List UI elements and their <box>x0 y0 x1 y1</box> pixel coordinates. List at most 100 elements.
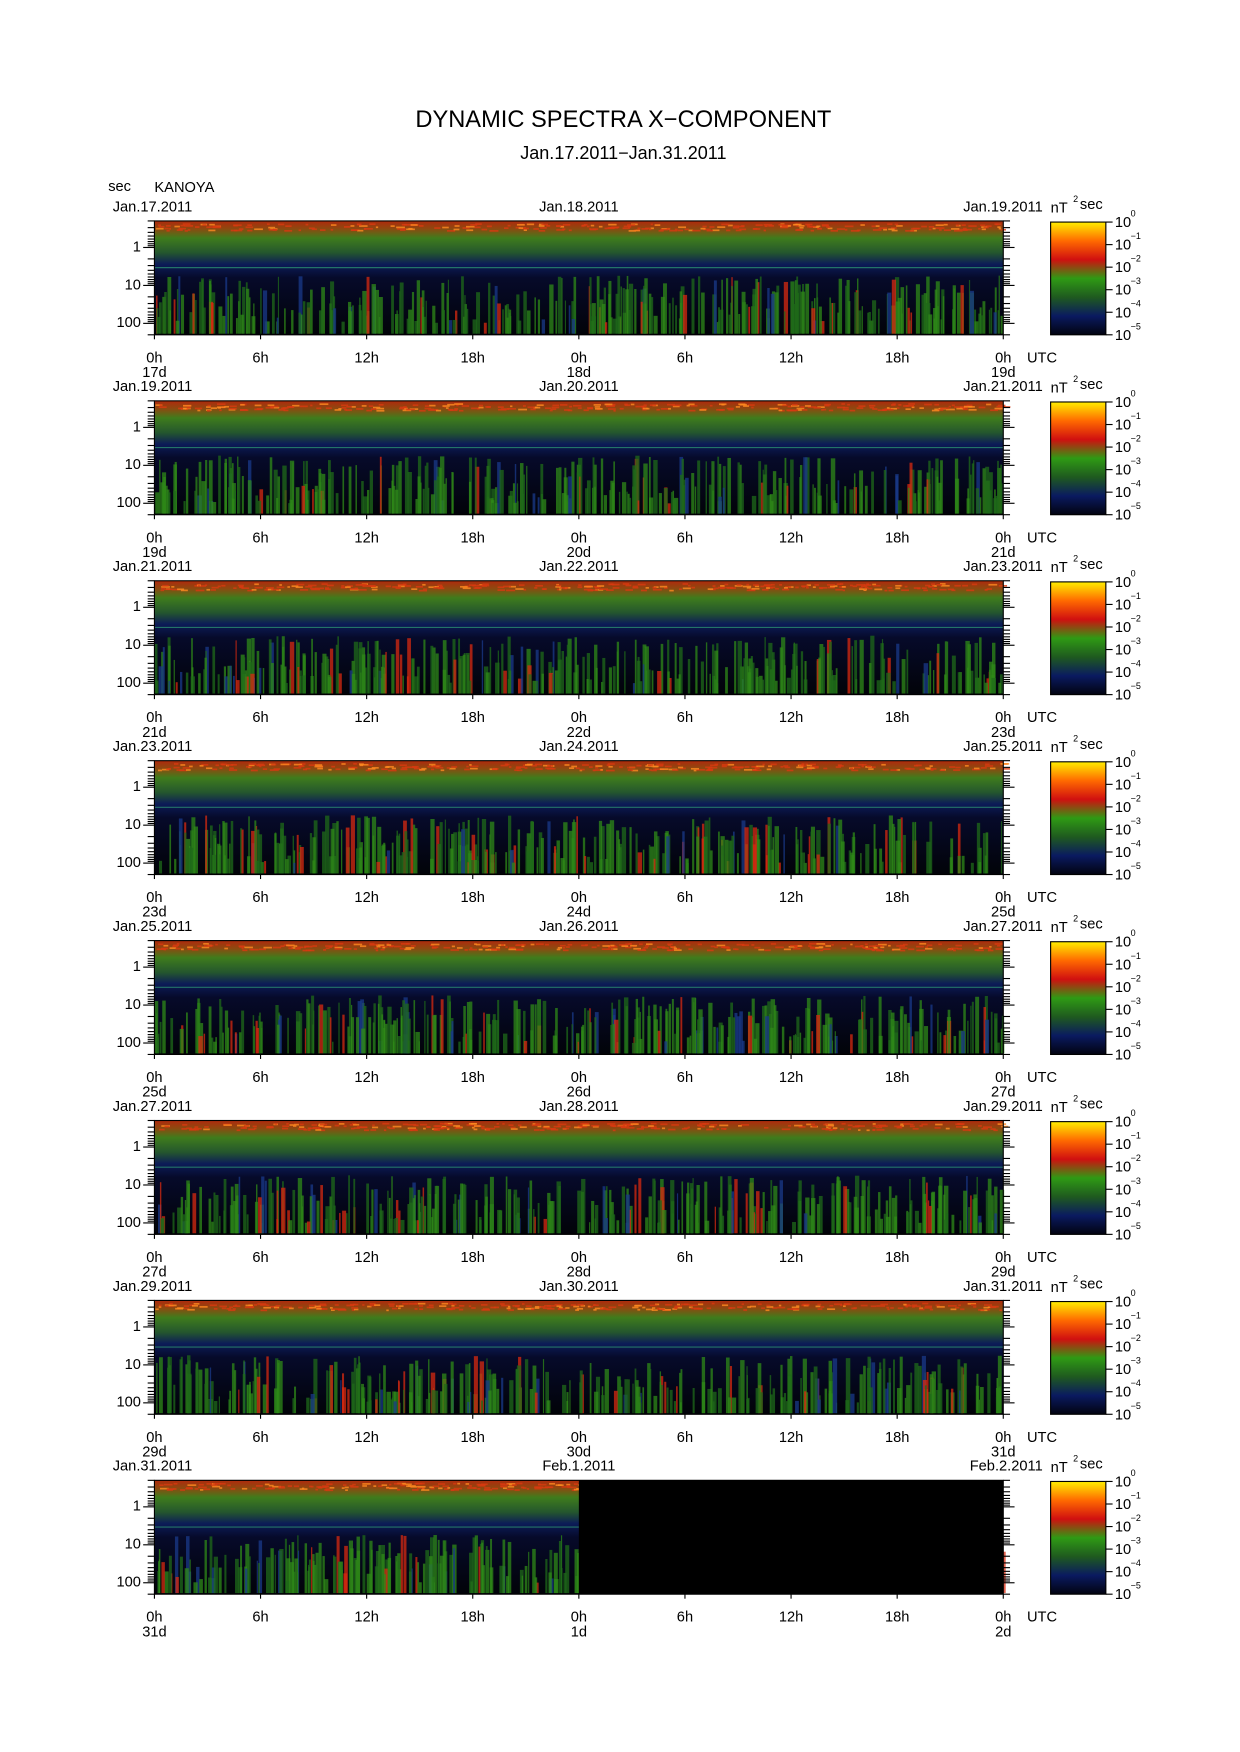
x-tick-label: 0h <box>571 350 587 366</box>
spectrogram-speck <box>886 1306 890 1309</box>
spectrogram-speck <box>971 583 978 586</box>
spectrogram-streak <box>516 1365 522 1414</box>
spectrogram-streak <box>249 1393 253 1414</box>
spectrogram-streak <box>971 1001 974 1054</box>
spectrogram-speck <box>497 406 504 408</box>
spectrogram-streak <box>803 679 808 694</box>
spectrogram-speck <box>523 229 527 232</box>
spectrogram-speck <box>338 1123 345 1125</box>
spectrogram-streak <box>241 475 244 514</box>
spectrogram-streak <box>332 823 337 874</box>
spectrogram-speck <box>632 586 639 589</box>
spectrogram-speck <box>736 584 742 586</box>
spectrogram-speck <box>919 942 927 945</box>
spectrogram-speck <box>521 1303 525 1305</box>
spectrogram-streak <box>402 675 404 694</box>
spectrogram-streak <box>868 311 871 334</box>
spectrogram-speck <box>769 407 778 410</box>
spectrogram-speck <box>781 1128 791 1131</box>
spectrogram-speck <box>502 1123 505 1125</box>
spectrogram-speck <box>212 1485 221 1488</box>
spectrogram-streak <box>755 668 759 694</box>
colorbar-tick-exponent: 0 <box>1131 748 1136 758</box>
spectrogram-streak <box>360 672 362 694</box>
spectrogram-streak <box>676 678 680 694</box>
spectrogram-streak <box>417 1189 421 1234</box>
spectrogram-speck <box>345 586 351 588</box>
spectrogram-streak <box>731 286 733 334</box>
spectrogram-speck <box>737 766 744 769</box>
spectrogram-speck <box>557 946 563 949</box>
spectrogram-speck <box>706 1307 711 1310</box>
spectrogram-streak <box>618 999 621 1054</box>
spectrogram-streak <box>941 289 945 334</box>
spectrogram-streak <box>324 1219 329 1234</box>
spectrogram-speck <box>219 409 222 412</box>
spectrogram-streak <box>727 1036 730 1054</box>
spectrogram-speck <box>400 768 408 771</box>
y-tick-label: 100 <box>116 1215 140 1231</box>
spectrogram-speck <box>625 946 632 949</box>
spectrogram-streak <box>483 1012 485 1054</box>
spectrogram-streak <box>666 1387 669 1414</box>
spectrogram-streak <box>634 288 637 334</box>
spectrogram-streak <box>164 291 167 334</box>
spectrogram-speck <box>555 225 561 227</box>
spectrogram-streak <box>368 1376 372 1414</box>
spectrogram-speck <box>606 764 611 767</box>
spectrogram-streak <box>340 1380 342 1414</box>
spectrogram-streak <box>173 1384 176 1414</box>
spectrogram-speck <box>588 766 593 768</box>
spectrogram-streak <box>219 999 222 1054</box>
spectrogram-speck <box>576 1307 584 1310</box>
spectrogram-speck <box>880 946 885 949</box>
spectrogram-streak <box>568 476 572 514</box>
spectrogram-speck <box>657 1308 665 1311</box>
spectrogram-speck <box>367 768 376 770</box>
spectrogram-streak <box>459 1373 464 1414</box>
spectrogram-streak <box>994 1018 998 1054</box>
spectrogram-speck <box>558 588 562 591</box>
spectrogram-speck <box>229 767 234 770</box>
spectrogram-speck <box>208 229 216 232</box>
spectrogram-streak <box>541 673 544 694</box>
spectrogram-speck <box>664 765 672 768</box>
spectrogram-streak <box>497 462 501 514</box>
spectrogram-streak <box>391 1176 393 1234</box>
spectrogram-speck <box>314 764 323 766</box>
spectrogram-streak <box>376 861 381 874</box>
spectrogram-speck <box>457 1482 461 1485</box>
spectrogram-streak <box>927 675 929 694</box>
spectrogram-streak <box>253 1357 257 1414</box>
spectrogram-streak <box>638 1178 642 1234</box>
spectrogram-streak <box>218 455 221 514</box>
spectrogram-streak <box>820 646 825 694</box>
spectrogram-speck <box>816 943 826 945</box>
spectrogram-speck <box>241 587 250 590</box>
spectrogram-speck <box>316 1307 322 1310</box>
spectrogram-streak <box>453 659 457 694</box>
spectrogram-speck <box>539 1129 545 1131</box>
spectrogram-speck <box>766 1304 771 1307</box>
spectrogram-speck <box>857 1125 866 1127</box>
panel: Jan.17.2011 Jan.18.2011 Jan.19.20111101000… <box>113 194 1141 381</box>
y-tick-label: 1 <box>133 1319 141 1335</box>
spectrogram-streak <box>536 847 539 874</box>
spectrogram-speck <box>341 404 349 407</box>
spectrogram-streak <box>184 832 187 874</box>
spectrogram-speck <box>710 945 715 948</box>
spectrogram-streak <box>759 675 763 694</box>
spectrogram-streak <box>799 1032 802 1054</box>
spectrogram-speck <box>216 403 226 406</box>
spectrogram-speck <box>858 405 866 408</box>
spectrogram-speck <box>955 766 961 769</box>
spectrogram-speck <box>608 946 611 949</box>
spectrogram-speck <box>209 226 217 228</box>
spectrogram-streak <box>786 485 789 514</box>
spectrogram-streak <box>762 469 764 514</box>
spectrogram-speck <box>961 224 966 226</box>
spectrogram-streak <box>295 1011 301 1054</box>
spectrogram-speck <box>766 768 771 771</box>
spectrogram-speck <box>325 947 330 950</box>
spectrogram-speck <box>780 226 788 229</box>
